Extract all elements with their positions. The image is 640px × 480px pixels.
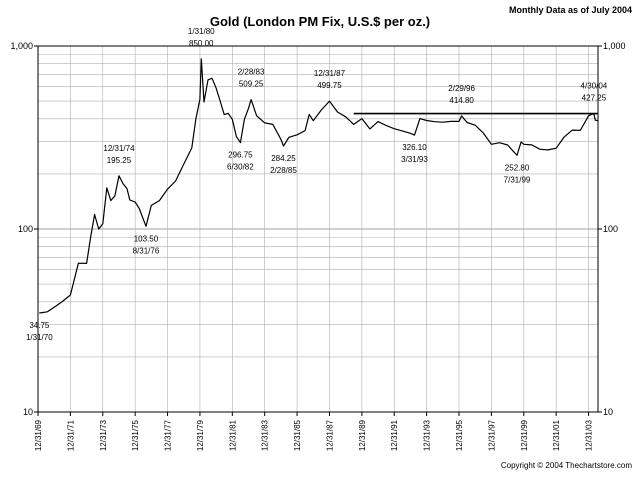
x-tick-label: 12/31/77 bbox=[164, 419, 173, 451]
x-tick-label: 12/31/03 bbox=[585, 419, 594, 451]
data-note: Monthly Data as of July 2004 bbox=[508, 5, 632, 15]
annotation-value: 103.50 bbox=[134, 234, 159, 243]
annotation-date: 2/28/85 bbox=[270, 166, 297, 175]
annotation-value: 499.75 bbox=[317, 81, 342, 90]
annotation-date: 6/30/82 bbox=[227, 163, 254, 172]
annotation-value: 195.25 bbox=[107, 156, 132, 165]
x-tick-label: 12/31/69 bbox=[34, 419, 43, 451]
annotation-date: 8/31/76 bbox=[133, 246, 160, 255]
x-tick-label: 12/31/93 bbox=[423, 419, 432, 451]
plot-frame bbox=[37, 45, 599, 413]
y-tick-label-right: 1,000 bbox=[603, 41, 626, 51]
annotation-date: 12/31/87 bbox=[314, 69, 346, 78]
x-tick-label: 12/31/83 bbox=[261, 419, 270, 451]
y-tick-label-right: 100 bbox=[603, 224, 618, 234]
annotation-value: 509.25 bbox=[239, 80, 264, 89]
annotation-value: 284.25 bbox=[271, 154, 296, 163]
annotation-value: 326.10 bbox=[402, 143, 427, 152]
y-tick-label-left: 10 bbox=[23, 407, 33, 417]
annotation-date: 12/31/74 bbox=[103, 144, 135, 153]
x-tick-label: 12/31/81 bbox=[228, 419, 237, 451]
gold-price-line bbox=[39, 58, 599, 314]
x-tick-label: 12/31/79 bbox=[196, 419, 205, 451]
annotation-date: 2/28/83 bbox=[238, 68, 265, 77]
copyright-notice: Copyright © 2004 Thechartstore.com bbox=[500, 461, 632, 470]
annotation-date: 3/31/93 bbox=[401, 155, 428, 164]
annotation-value: 34.75 bbox=[29, 321, 50, 330]
x-tick-label: 12/31/97 bbox=[487, 419, 496, 451]
annotation-date: 1/31/80 bbox=[188, 27, 215, 36]
x-tick-label: 12/31/99 bbox=[520, 419, 529, 451]
x-tick-label: 12/31/89 bbox=[358, 419, 367, 451]
x-tick-label: 12/31/91 bbox=[390, 419, 399, 451]
x-tick-label: 12/31/87 bbox=[325, 419, 334, 451]
annotation-value: 252.80 bbox=[505, 163, 530, 172]
annotation-date: 1/31/70 bbox=[26, 333, 53, 342]
annotation-value: 414.80 bbox=[449, 96, 474, 105]
annotation-value: 850.00 bbox=[189, 39, 214, 48]
y-tick-label-left: 1,000 bbox=[10, 41, 33, 51]
annotation-date: 2/29/96 bbox=[448, 84, 475, 93]
x-tick-label: 12/31/73 bbox=[99, 419, 108, 451]
y-tick-label-left: 100 bbox=[18, 224, 33, 234]
x-tick-label: 12/31/71 bbox=[66, 419, 75, 451]
annotation-date: 7/31/99 bbox=[504, 175, 531, 184]
annotation-value: 296.75 bbox=[228, 151, 253, 160]
chart-title: Gold (London PM Fix, U.S.$ per oz.) bbox=[209, 14, 431, 29]
annotation-value: 427.25 bbox=[582, 94, 607, 103]
x-tick-label: 12/31/85 bbox=[293, 419, 302, 451]
x-tick-label: 12/31/01 bbox=[552, 419, 561, 451]
x-tick-label: 12/31/75 bbox=[131, 419, 140, 451]
y-tick-label-right: 10 bbox=[603, 407, 613, 417]
x-tick-label: 12/31/95 bbox=[455, 419, 464, 451]
annotation-date: 4/30/04 bbox=[581, 82, 608, 91]
